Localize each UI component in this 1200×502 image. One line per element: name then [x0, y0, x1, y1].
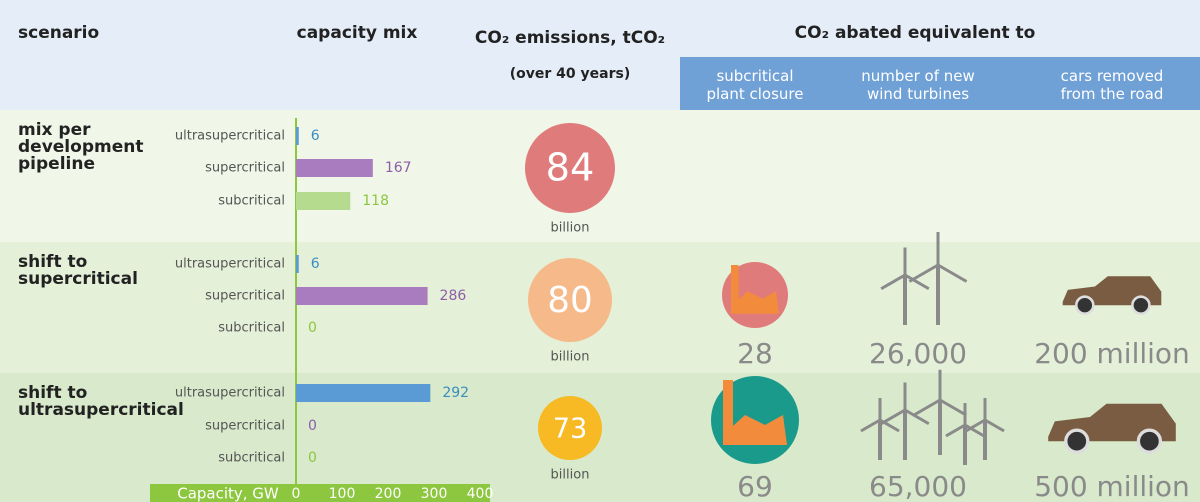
bar-label: ultrasupercritical [175, 257, 285, 272]
header: CO₂ emissions, tCO₂ [475, 28, 665, 48]
header-note: (over 40 years) [510, 66, 630, 82]
x-tick-label: 100 [329, 486, 356, 502]
value-label: 6 [311, 128, 320, 144]
bar-label: supercritical [205, 419, 285, 434]
icon [1076, 297, 1093, 314]
x-tick-label: 300 [421, 486, 448, 502]
header: capacity mix [297, 23, 418, 43]
icon [1132, 297, 1149, 314]
bar [296, 159, 373, 177]
axis-label: Capacity, GW [177, 485, 279, 502]
infographic: scenario capacity mix CO₂ emissions, tCO… [0, 0, 1200, 502]
equivalent: 26,000 [869, 337, 967, 370]
value-label: 167 [385, 160, 412, 176]
emissions-value: 73 [553, 414, 588, 445]
icon [1138, 430, 1160, 452]
value-label: 0 [308, 320, 317, 336]
x-tick-label: 0 [292, 486, 301, 502]
x-tick-label: 200 [375, 486, 402, 502]
header: scenario [18, 23, 99, 43]
equivalent: 28 [737, 337, 773, 370]
bar-label: subcritical [218, 321, 285, 336]
emissions-unit: billion [551, 350, 590, 365]
x-tick-label: 400 [467, 486, 494, 502]
emissions-value: 80 [547, 280, 592, 321]
bar-label: ultrasupercritical [175, 386, 285, 401]
icon [1066, 430, 1088, 452]
emissions-unit: billion [551, 468, 590, 483]
bar-label: supercritical [205, 289, 285, 304]
bar [296, 287, 428, 305]
header: CO₂ abated equivalent to [795, 23, 1036, 43]
bar [296, 192, 350, 210]
value-label: 286 [440, 288, 467, 304]
equivalent: 69 [737, 470, 773, 502]
value-label: 0 [308, 418, 317, 434]
bar-label: subcritical [218, 451, 285, 466]
value-label: 0 [308, 450, 317, 466]
bar [296, 255, 299, 273]
equivalent: 65,000 [869, 470, 967, 502]
value-label: 292 [442, 385, 469, 401]
bar-label: supercritical [205, 161, 285, 176]
emissions-unit: billion [551, 221, 590, 236]
bar [296, 127, 299, 145]
icon [723, 380, 733, 435]
value-label: 6 [311, 256, 320, 272]
bar [296, 384, 430, 402]
equivalent: 500 million [1034, 470, 1190, 502]
emissions-value: 84 [546, 146, 595, 191]
value-label: 118 [362, 193, 389, 209]
icon [731, 265, 739, 306]
bar-label: ultrasupercritical [175, 129, 285, 144]
bar-label: subcritical [218, 194, 285, 209]
equivalent: 200 million [1034, 337, 1190, 370]
